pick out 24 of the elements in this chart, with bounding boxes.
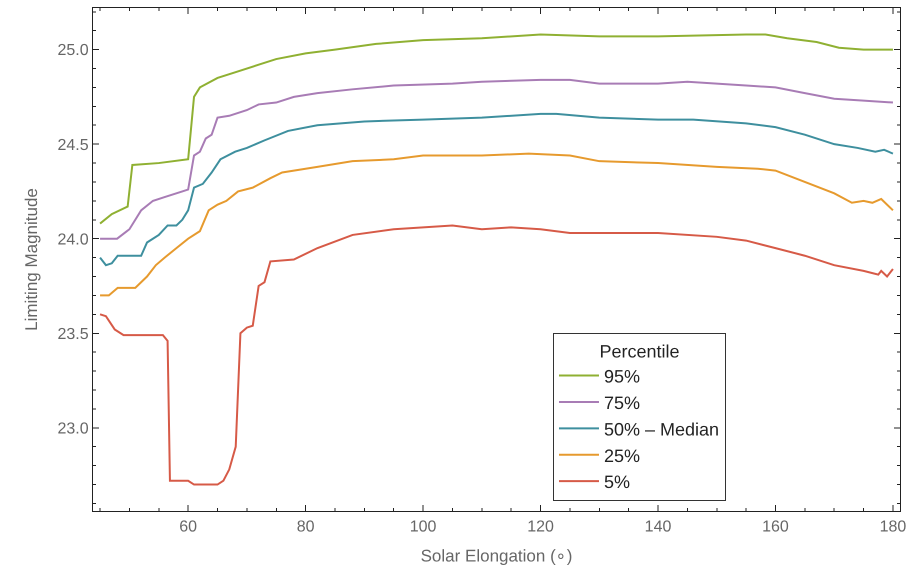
- y-tick-label: 24.0: [58, 231, 89, 248]
- x-axis-title: Solar Elongation (∘): [420, 546, 572, 566]
- x-tick-label: 120: [527, 518, 554, 536]
- legend-label: 5%: [604, 472, 630, 492]
- legend-label: 50% – Median: [604, 419, 720, 440]
- x-tick-label: 100: [410, 518, 437, 536]
- legend-label: 25%: [604, 446, 640, 466]
- legend-title: Percentile: [599, 341, 680, 362]
- line-series: [99, 152, 894, 296]
- x-tick-label: 60: [179, 518, 198, 536]
- x-tick-label: 160: [762, 518, 789, 536]
- x-tick-label: 180: [880, 518, 906, 536]
- line-series: [99, 112, 894, 266]
- x-tick-label: 140: [644, 518, 672, 536]
- line-series: [99, 78, 894, 240]
- y-tick-label: 23.5: [58, 326, 89, 343]
- y-tick-label: 25.0: [58, 42, 89, 60]
- y-tick-label: 24.5: [58, 136, 89, 154]
- line-series: [99, 33, 894, 225]
- y-tick-label: 23.0: [58, 420, 89, 438]
- legend-label: 75%: [604, 392, 640, 413]
- legend-label: 95%: [604, 366, 640, 387]
- x-tick-label: 80: [296, 518, 315, 536]
- y-axis-title: Limiting Magnitude: [22, 188, 42, 331]
